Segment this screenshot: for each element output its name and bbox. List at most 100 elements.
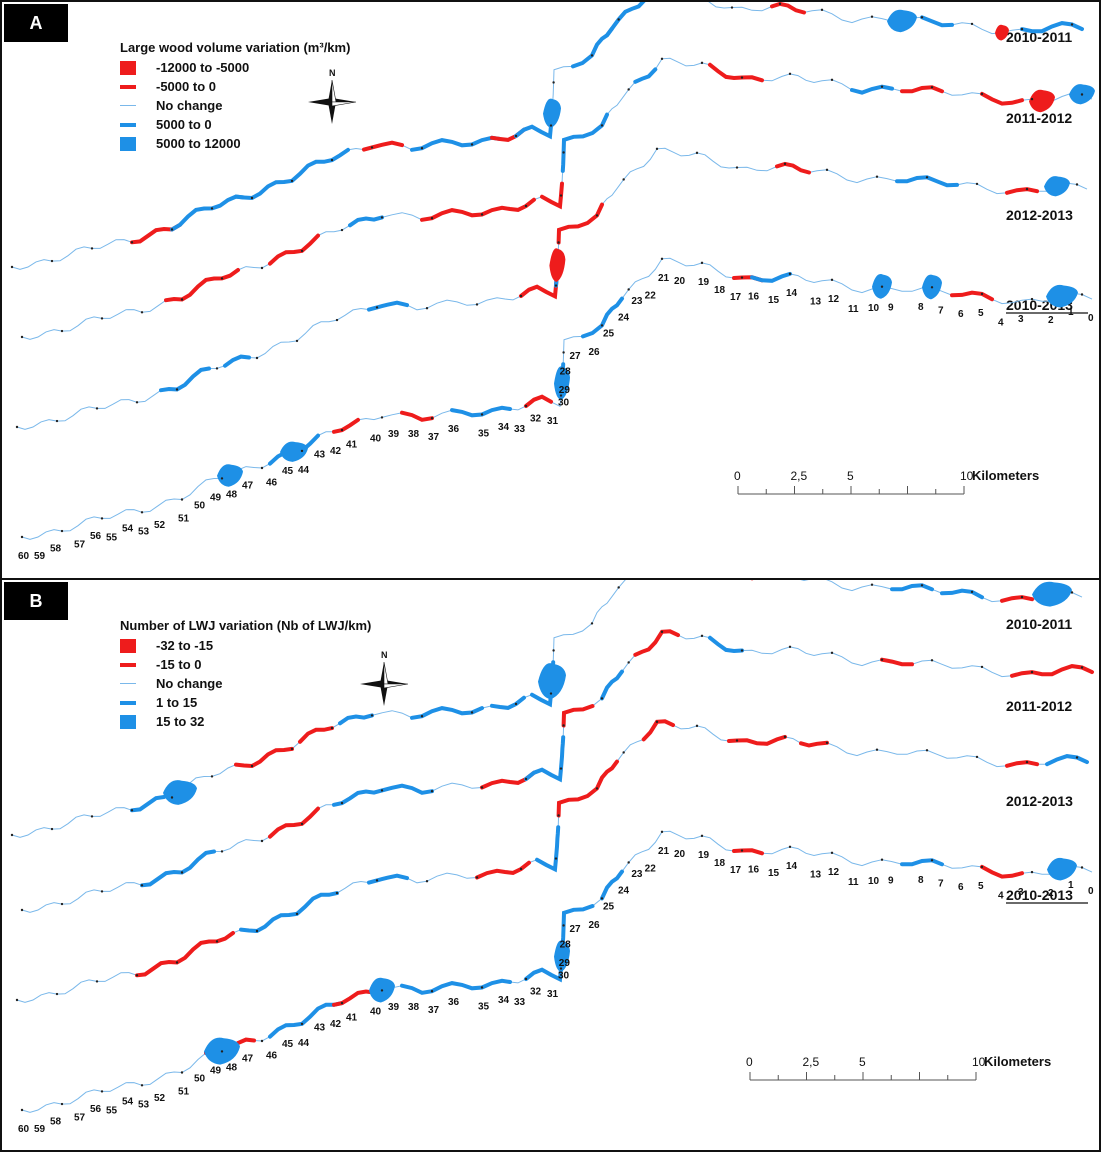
km-dot bbox=[559, 967, 563, 970]
km-dot bbox=[100, 1090, 104, 1093]
km-label: 18 bbox=[714, 858, 726, 869]
river-patch-increase bbox=[1047, 857, 1077, 881]
km-dot bbox=[660, 257, 664, 261]
river-segment-increase bbox=[332, 783, 434, 807]
scale-unit: Kilometers bbox=[984, 1054, 1051, 1069]
km-dot bbox=[1075, 756, 1079, 759]
river-segment-decrease bbox=[799, 740, 829, 748]
panel-a: 2010-2011 2011-2012 2012-2013 2010-2013 N 0 1 2… bbox=[0, 0, 1101, 580]
km-dot bbox=[930, 86, 934, 89]
km-dot bbox=[60, 329, 64, 333]
km-label: 45 bbox=[282, 1039, 294, 1050]
river-segment-decrease bbox=[900, 85, 944, 94]
km-dot bbox=[15, 998, 19, 1002]
km-dot bbox=[559, 194, 563, 197]
river-segment-increase bbox=[750, 271, 792, 283]
km-label: 44 bbox=[298, 465, 310, 476]
km-dot bbox=[1080, 293, 1084, 296]
km-label: 47 bbox=[242, 481, 254, 492]
km-dot bbox=[20, 908, 24, 912]
km-dot bbox=[617, 586, 620, 589]
km-label: 41 bbox=[346, 439, 358, 450]
km-label: 37 bbox=[428, 1005, 440, 1016]
km-label: 48 bbox=[226, 490, 238, 501]
river-segment-decrease bbox=[420, 197, 536, 222]
km-label: 46 bbox=[266, 1051, 278, 1062]
km-label: 30 bbox=[558, 971, 570, 982]
km-dot bbox=[420, 715, 424, 718]
km-dot bbox=[375, 306, 379, 309]
river-segment-decrease bbox=[524, 394, 553, 408]
km-dot bbox=[660, 630, 664, 634]
km-label: 24 bbox=[618, 313, 630, 324]
km-labels: 0123456789101112131415161718192021222324… bbox=[18, 846, 1094, 1135]
scale-tick-label: 2,5 bbox=[791, 469, 808, 483]
km-label: 20 bbox=[674, 849, 686, 860]
period-label: 2010-2011 bbox=[1006, 616, 1072, 632]
km-dot bbox=[627, 88, 630, 91]
river-patch-increase bbox=[887, 9, 917, 33]
km-label: 42 bbox=[330, 446, 342, 457]
km-dot bbox=[519, 294, 523, 298]
km-dot bbox=[220, 277, 224, 280]
km-label: 8 bbox=[918, 302, 924, 313]
river-segment-decrease bbox=[234, 746, 294, 769]
river-segment-increase bbox=[367, 300, 409, 312]
river-segment-increase bbox=[490, 695, 526, 710]
km-dot bbox=[170, 228, 174, 231]
km-dot bbox=[830, 851, 834, 855]
river-segment-increase bbox=[890, 583, 934, 592]
river-segment-decrease bbox=[400, 410, 434, 422]
river-segment-increase bbox=[1045, 754, 1089, 767]
km-dot bbox=[788, 845, 792, 849]
km-dot bbox=[600, 324, 604, 327]
km-dot bbox=[880, 658, 884, 661]
km-dot bbox=[470, 711, 474, 714]
km-dot bbox=[480, 786, 484, 789]
scale-tick-label: 5 bbox=[847, 469, 854, 483]
km-dot bbox=[700, 634, 704, 638]
km-dot bbox=[552, 81, 555, 84]
river-segment-increase bbox=[400, 978, 512, 995]
km-dot bbox=[250, 196, 254, 200]
km-dot bbox=[430, 417, 434, 420]
river-segment-increase bbox=[367, 873, 409, 885]
legend-label: 15 to 32 bbox=[156, 714, 205, 729]
km-dot bbox=[600, 697, 604, 700]
km-dot bbox=[554, 857, 558, 860]
river-segment-decrease bbox=[1010, 664, 1094, 678]
km-label: 3 bbox=[1018, 314, 1024, 325]
scale-tick-label: 10 bbox=[972, 1055, 986, 1069]
km-dot bbox=[260, 266, 264, 270]
km-dot bbox=[980, 865, 984, 869]
km-dot bbox=[220, 477, 224, 480]
km-dot bbox=[475, 876, 479, 879]
km-dot bbox=[215, 367, 219, 370]
river-patch-increase bbox=[1044, 176, 1070, 197]
km-dot bbox=[980, 665, 984, 669]
km-label: 52 bbox=[154, 1093, 166, 1104]
river-segment-increase bbox=[605, 2, 646, 38]
km-dot bbox=[590, 54, 594, 57]
km-dot bbox=[783, 162, 787, 166]
legend-label: 1 to 15 bbox=[156, 695, 198, 710]
km-dot bbox=[1070, 23, 1074, 26]
river-segment-increase bbox=[410, 135, 502, 152]
km-label: 39 bbox=[388, 1002, 400, 1013]
km-dot bbox=[554, 284, 558, 287]
scale-tick-label: 2,5 bbox=[803, 1055, 820, 1069]
river-2012-2013 bbox=[15, 719, 1089, 1003]
river-patch-increase bbox=[280, 441, 308, 462]
km-dot bbox=[700, 834, 704, 838]
km-dot bbox=[920, 16, 924, 19]
km-label: 14 bbox=[786, 288, 798, 299]
km-dot bbox=[595, 214, 599, 217]
km-dot bbox=[140, 1084, 144, 1087]
km-label: 1 bbox=[1068, 880, 1074, 891]
km-dot bbox=[975, 755, 979, 759]
km-label: 15 bbox=[768, 295, 780, 306]
km-label: 16 bbox=[748, 864, 760, 875]
km-label: 53 bbox=[138, 1099, 150, 1110]
km-dot bbox=[930, 286, 934, 289]
